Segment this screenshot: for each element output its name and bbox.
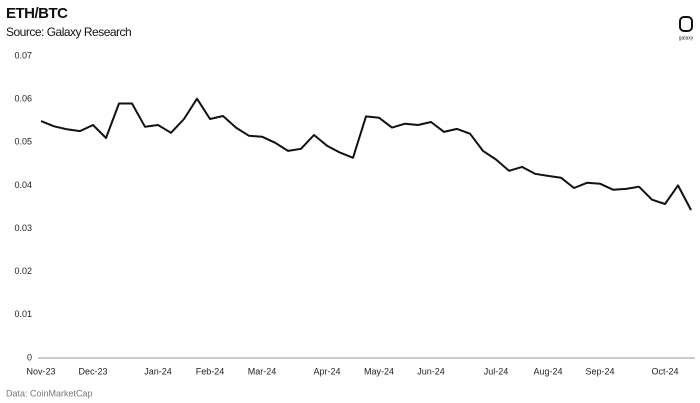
x-tick-label: Sep-24	[585, 366, 614, 376]
line-series	[40, 97, 692, 211]
y-tick-label: 0.06	[14, 94, 32, 104]
x-tick-label: Jan-24	[144, 366, 172, 376]
chart-subtitle: Source: Galaxy Research	[6, 25, 131, 39]
x-tick-label: Jul-24	[484, 366, 509, 376]
y-tick-label: 0.07	[14, 50, 32, 60]
x-tick-label: Aug-24	[533, 366, 562, 376]
logo-icon	[679, 16, 693, 32]
y-tick-label: 0	[27, 352, 32, 362]
y-tick-label: 0.04	[14, 180, 32, 190]
x-tick-label: Mar-24	[248, 366, 277, 376]
source-note: Data: CoinMarketCap	[6, 388, 93, 398]
x-tick-label: Oct-24	[651, 366, 678, 376]
x-tick-label: May-24	[364, 366, 394, 376]
y-tick-label: 0.02	[14, 266, 32, 276]
x-tick-label: Apr-24	[313, 366, 340, 376]
y-tick-label: 0.05	[14, 137, 32, 147]
x-tick-label: Dec-23	[78, 366, 107, 376]
x-tick-label: Feb-24	[196, 366, 225, 376]
chart-title: ETH/BTC	[6, 5, 68, 22]
y-tick-label: 0.01	[14, 309, 32, 319]
logo-text: galaxy	[679, 35, 694, 41]
x-tick-label: Nov-23	[26, 366, 55, 376]
y-tick-label: 0.03	[14, 223, 32, 233]
x-tick-label: Jun-24	[417, 366, 445, 376]
